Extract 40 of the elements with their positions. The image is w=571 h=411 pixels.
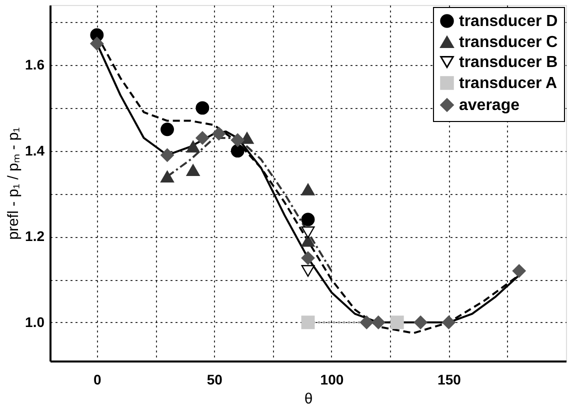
point: [372, 316, 386, 330]
point: [196, 131, 210, 145]
point: [360, 316, 374, 330]
y-tick-label: 1.0: [25, 314, 45, 330]
y-tick-label: 1.2: [25, 228, 45, 244]
point: [160, 122, 174, 136]
legend-label: transducer B: [459, 54, 558, 71]
point: [301, 251, 315, 265]
point: [230, 133, 244, 147]
y-axis-title: prefl - p₁ / pₘ - p₁: [5, 127, 22, 240]
point: [442, 316, 456, 330]
point: [240, 132, 254, 144]
point: [212, 126, 226, 140]
point: [196, 101, 210, 115]
point: [301, 316, 315, 330]
point: [160, 148, 174, 162]
point: [160, 170, 174, 182]
point: [186, 164, 200, 176]
legend-label: transducer C: [459, 34, 558, 51]
point: [301, 235, 315, 247]
point: [414, 316, 428, 330]
point: [90, 36, 104, 50]
y-tick-label: 1.4: [25, 142, 45, 158]
point: [186, 140, 200, 152]
point: [301, 226, 315, 238]
legend-label: average: [459, 97, 520, 114]
x-tick-label: 100: [320, 372, 344, 388]
point: [390, 316, 404, 330]
y-tick-label: 1.6: [25, 56, 45, 73]
x-axis-title: θ: [304, 390, 313, 408]
x-tick-label: 50: [206, 372, 223, 388]
x-tick-label: 0: [94, 372, 102, 388]
point: [230, 144, 244, 158]
legend-label: transducer D: [459, 13, 558, 30]
point: [512, 264, 526, 278]
point: [301, 265, 315, 277]
point: [301, 184, 315, 196]
legend-label: transducer A: [459, 75, 558, 92]
point: [301, 212, 315, 226]
x-tick-label: 150: [438, 372, 462, 388]
